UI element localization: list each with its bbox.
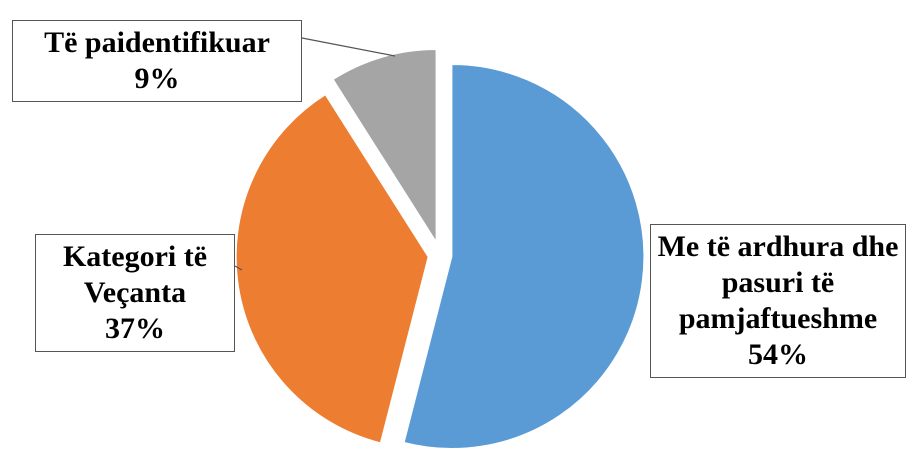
- slice-label: Me të ardhura dhe pasuri të pamjaftueshm…: [650, 224, 906, 378]
- value-label: 37%: [105, 312, 165, 345]
- slice-label: Kategori të Veçanta 37%: [35, 234, 235, 352]
- slice-label: Të paidentifikuar 9%: [12, 20, 302, 102]
- pie-slice: [332, 49, 437, 244]
- value-label: 9%: [134, 62, 180, 95]
- pie-slice: [403, 64, 645, 449]
- pie-slice: [235, 94, 429, 444]
- leader-line: [301, 37, 396, 57]
- leader-line: [234, 265, 243, 271]
- category-label: Me të ardhura dhe pasuri të pamjaftueshm…: [657, 230, 899, 335]
- value-label: 54%: [748, 338, 808, 371]
- category-label: Kategori të Veçanta: [62, 240, 208, 309]
- category-label: Të paidentifikuar: [44, 26, 270, 59]
